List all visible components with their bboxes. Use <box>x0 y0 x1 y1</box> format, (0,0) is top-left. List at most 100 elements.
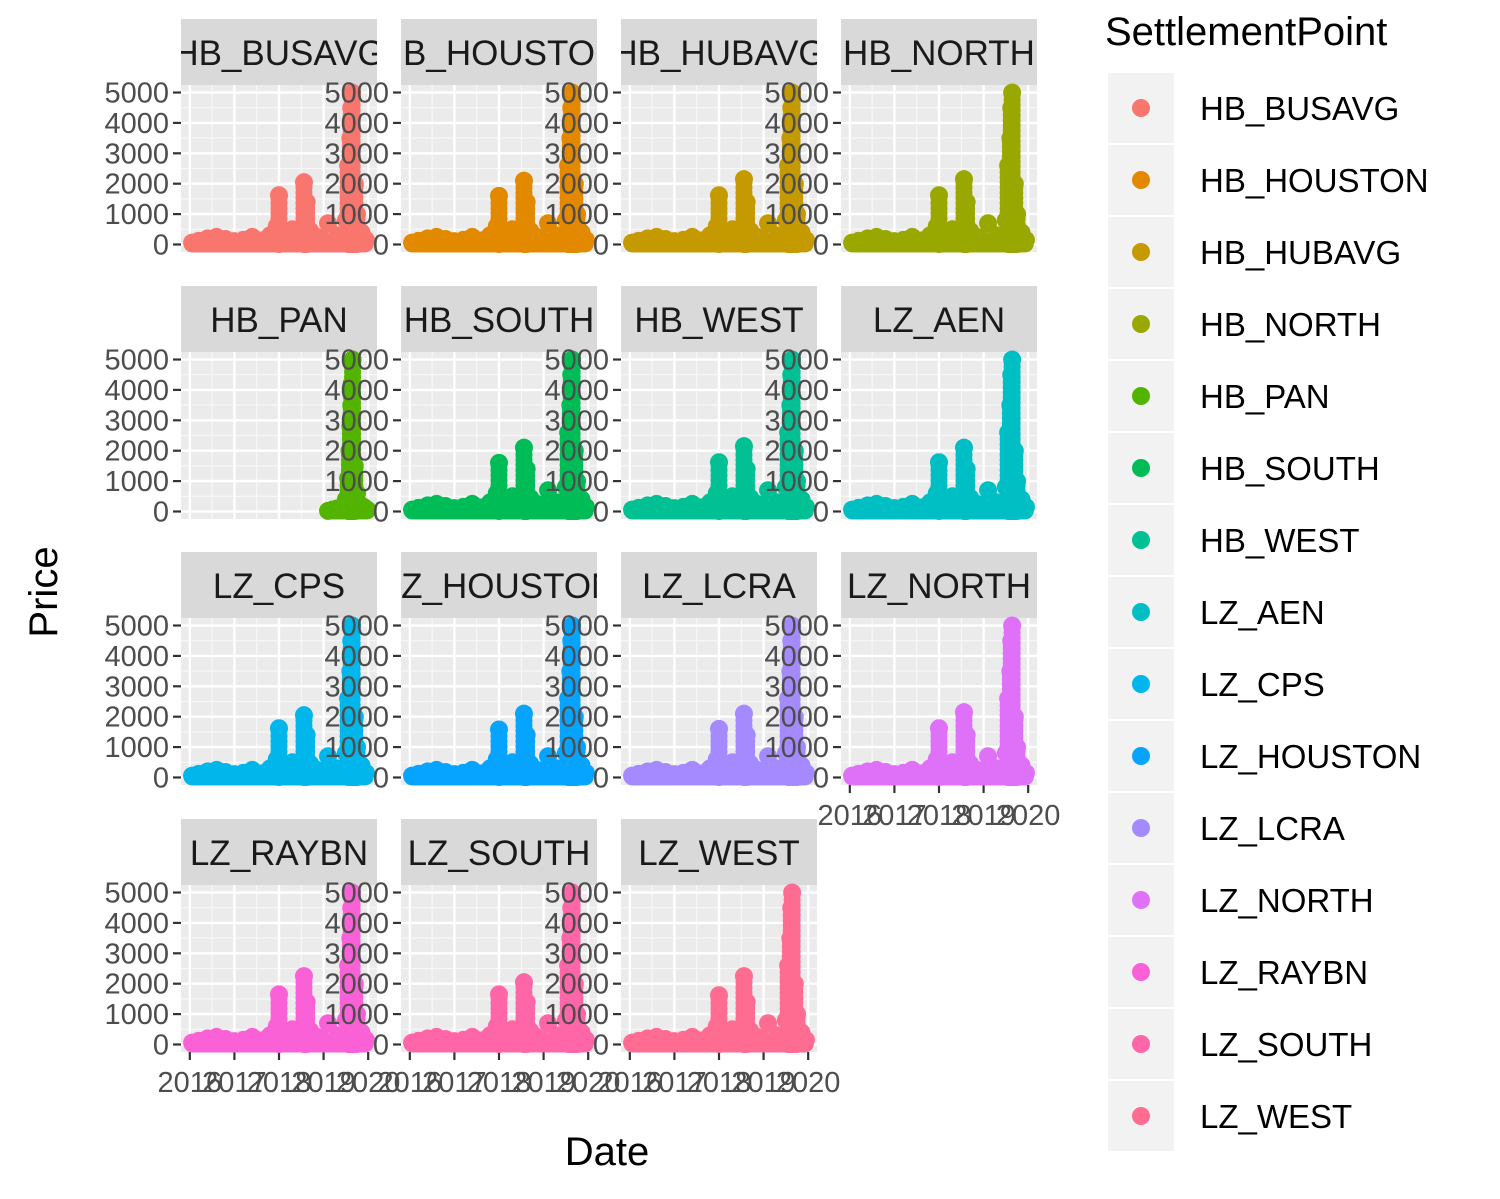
data-point <box>514 171 533 190</box>
legend-label: HB_SOUTH <box>1200 450 1380 487</box>
data-point <box>342 631 361 650</box>
data-point <box>999 156 1018 175</box>
x-tick-label: 2018 <box>247 1067 312 1099</box>
y-tick-label: 1000 <box>544 999 609 1031</box>
facet-strip-label: LZ_LCRA <box>642 567 796 606</box>
y-tick-label: 1000 <box>324 199 389 231</box>
data-point <box>1002 365 1021 384</box>
facet-strip-label: HB_BUSAVG <box>173 34 384 73</box>
y-tick-label: 2000 <box>324 436 389 468</box>
data-points-lz-raybn <box>183 883 375 1053</box>
data-points-hb-busavg <box>183 83 375 253</box>
data-point <box>734 704 753 723</box>
y-tick-label: 1000 <box>764 199 829 231</box>
data-point <box>517 725 536 744</box>
data-point <box>957 725 976 744</box>
legend-label: LZ_AEN <box>1200 594 1325 631</box>
y-tick-label: 1000 <box>104 199 169 231</box>
legend-swatch <box>1132 1107 1150 1125</box>
facet-lz-raybn: LZ_RAYBN01000200030004000500020162017201… <box>104 819 400 1099</box>
y-tick-label: 0 <box>373 1029 389 1061</box>
data-point <box>930 453 948 472</box>
y-tick-label: 3000 <box>324 138 389 170</box>
x-tick-label: 2020 <box>556 1067 621 1099</box>
data-point <box>782 98 801 117</box>
y-tick-label: 0 <box>373 762 389 794</box>
data-point <box>345 174 364 193</box>
data-point <box>348 738 367 757</box>
data-point <box>781 129 800 148</box>
data-point <box>782 631 801 650</box>
y-tick-label: 5000 <box>544 878 609 910</box>
data-point <box>1008 472 1027 491</box>
legend-item-lz-lcra: LZ_LCRA <box>1108 793 1345 863</box>
data-point <box>1016 230 1035 249</box>
data-point <box>779 956 798 975</box>
data-point <box>563 350 582 369</box>
data-point <box>1003 83 1022 102</box>
facet-strip-label: HB_WEST <box>634 301 803 340</box>
y-tick-label: 3000 <box>324 938 389 970</box>
facet-strip-clip: HB_WEST <box>634 301 803 340</box>
facet-strip-clip: LZ_CPS <box>213 567 345 606</box>
legend-item-hb-houston: HB_HOUSTON <box>1108 145 1429 215</box>
y-tick-label: 3000 <box>104 405 169 437</box>
y-tick-label: 4000 <box>544 641 609 673</box>
y-tick-label: 3000 <box>544 138 609 170</box>
facet-strip-clip: LZ_SOUTH <box>408 834 591 873</box>
y-tick-label: 0 <box>813 496 829 528</box>
data-points-hb-west <box>623 350 815 520</box>
data-point <box>561 662 580 681</box>
y-tick-label: 5000 <box>324 611 389 643</box>
facet-strip <box>401 286 597 352</box>
y-tick-label: 2000 <box>324 969 389 1001</box>
data-point <box>270 985 288 1004</box>
data-point <box>957 192 976 211</box>
data-point <box>517 459 536 478</box>
y-tick-label: 2000 <box>544 969 609 1001</box>
data-point <box>514 704 533 723</box>
y-tick-label: 5000 <box>544 345 609 377</box>
data-point <box>767 759 786 778</box>
data-point <box>576 230 595 249</box>
data-point <box>565 174 584 193</box>
y-tick-label: 3000 <box>764 405 829 437</box>
facet-strip-clip: LZ_NORTH <box>847 567 1031 606</box>
legend-title: SettlementPoint <box>1105 10 1387 54</box>
data-points-lz-lcra <box>623 616 815 786</box>
data-point <box>559 156 578 175</box>
facet-strip <box>841 19 1037 85</box>
y-tick-label: 0 <box>153 496 169 528</box>
facet-strip-clip: HB_HOUSTON <box>401 34 597 73</box>
y-tick-label: 0 <box>153 229 169 261</box>
data-point <box>999 689 1018 708</box>
data-point <box>327 1026 346 1045</box>
data-point <box>342 898 361 917</box>
y-tick-label: 1000 <box>324 999 389 1031</box>
y-tick-label: 5000 <box>324 878 389 910</box>
legend-item-lz-aen: LZ_AEN <box>1108 577 1325 647</box>
x-tick-label: 2020 <box>776 1067 841 1099</box>
legend-swatch <box>1132 99 1150 117</box>
data-points-hb-pan <box>319 350 377 520</box>
y-tick-label: 2000 <box>104 702 169 734</box>
y-tick-label: 4000 <box>104 375 169 407</box>
data-point <box>563 616 582 635</box>
data-point <box>345 456 364 475</box>
data-point <box>270 719 288 738</box>
facet-strip <box>181 286 377 352</box>
y-tick-label: 5000 <box>764 345 829 377</box>
data-points-hb-hubavg <box>623 83 815 253</box>
y-tick-label: 4000 <box>544 108 609 140</box>
data-point <box>1005 441 1024 460</box>
data-points-hb-north <box>843 83 1035 253</box>
data-point <box>737 459 756 478</box>
legend-label: HB_NORTH <box>1200 306 1381 343</box>
y-tick-label: 2000 <box>544 169 609 201</box>
facet-strip-clip: LZ_WEST <box>638 834 799 873</box>
x-tick-label: 2018 <box>907 800 972 832</box>
data-point <box>294 967 313 986</box>
data-point <box>341 129 360 148</box>
